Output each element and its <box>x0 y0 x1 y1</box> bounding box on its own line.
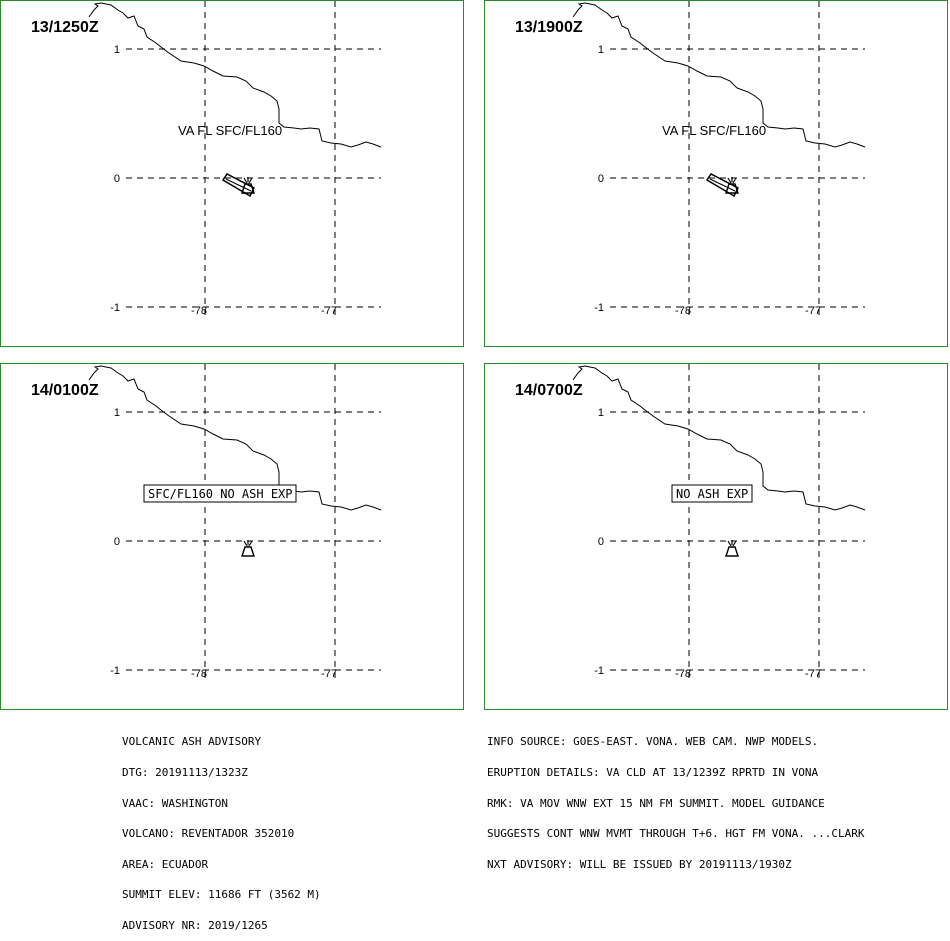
forecast-label-box <box>671 484 753 503</box>
latitude-label: 0 <box>598 173 604 185</box>
longitude-label: -77 <box>321 305 337 317</box>
panel-time-label: 13/1900Z <box>515 19 583 36</box>
map-svg: 1 0 -1 -78 -77 VA FL SFC/FL160 <box>572 1 866 319</box>
ash-cloud-polygon <box>705 173 740 198</box>
latitude-label: 1 <box>114 44 120 56</box>
advisory-line: ADVISORY NR: 2019/1265 <box>122 918 268 932</box>
latitude-label: 1 <box>114 407 120 419</box>
advisory-line: VAAC: WASHINGTON <box>122 796 228 810</box>
coastline <box>572 2 866 148</box>
advisory-line: SUMMIT ELEV: 11686 FT (3562 M) <box>122 888 321 902</box>
latitude-label: -1 <box>594 665 604 677</box>
latitude-label: 0 <box>598 536 604 548</box>
map-svg: 1 0 -1 -78 -77 SFC/FL160 NO ASH EXP <box>88 364 382 682</box>
volcano-icon <box>725 177 739 194</box>
ash-cloud-polygon <box>709 178 736 192</box>
coastline <box>88 365 382 511</box>
longitude-label: -78 <box>675 668 691 680</box>
volcano-icon <box>241 540 255 557</box>
latitude-label: -1 <box>110 665 120 677</box>
advisory-line: ERUPTION DETAILS: VA CLD AT 13/1239Z RPR… <box>487 766 819 779</box>
advisory-line: NXT ADVISORY: WILL BE ISSUED BY 20191113… <box>487 857 792 871</box>
longitude-label: -78 <box>191 305 207 317</box>
forecast-label-box <box>143 484 297 503</box>
latitude-label: 0 <box>114 536 120 548</box>
advisory-line: VOLCANIC ASH ADVISORY <box>122 735 262 749</box>
advisory-line: DTG: 20191113/1323Z <box>122 766 248 779</box>
advisory-line: SUGGESTS CONT WNW MVMT THROUGH T+6. HGT … <box>487 827 865 841</box>
advisory-line: AREA: ECUADOR <box>122 857 209 871</box>
ash-cloud-polygon <box>221 173 256 198</box>
volcano-icon <box>241 177 255 194</box>
advisory-text-left: VOLCANIC ASH ADVISORY DTG: 20191113/1323… <box>122 717 321 941</box>
latitude-label: 0 <box>114 173 120 185</box>
latitude-label: 1 <box>598 407 604 419</box>
panel-time-label: 14/0100Z <box>31 382 99 399</box>
longitude-label: -77 <box>805 305 821 317</box>
advisory-text-right: INFO SOURCE: GOES-EAST. VONA. WEB CAM. N… <box>487 717 865 880</box>
forecast-label: SFC/FL160 NO ASH EXP <box>148 487 293 501</box>
advisory-line: RMK: VA MOV WNW EXT 15 NM FM SUMMIT. MOD… <box>487 796 825 810</box>
coastline <box>88 2 382 148</box>
longitude-label: -78 <box>675 305 691 317</box>
coastline <box>572 365 866 511</box>
map-panel-3: 1 0 -1 -78 -77 SFC/FL160 NO ASH EXP 14/0100Z <box>0 363 464 710</box>
latitude-label: -1 <box>110 302 120 314</box>
map-panel-4: 1 0 -1 -78 -77 NO ASH EXP 14/0700Z <box>484 363 948 710</box>
panel-time-label: 14/0700Z <box>515 382 583 399</box>
map-svg: 1 0 -1 -78 -77 VA FL SFC/FL160 <box>88 1 382 319</box>
advisory-line: VOLCANO: REVENTADOR 352010 <box>122 827 295 841</box>
forecast-label: NO ASH EXP <box>676 487 748 501</box>
latitude-label: -1 <box>594 302 604 314</box>
advisory-line: INFO SOURCE: GOES-EAST. VONA. WEB CAM. N… <box>487 735 819 749</box>
longitude-label: -78 <box>191 668 207 680</box>
map-svg: 1 0 -1 -78 -77 NO ASH EXP <box>572 364 866 682</box>
flight-level-label: VA FL SFC/FL160 <box>662 123 766 138</box>
map-panel-2: 1 0 -1 -78 -77 VA FL SFC/FL160 13/1900Z <box>484 0 948 347</box>
longitude-label: -77 <box>805 668 821 680</box>
latitude-label: 1 <box>598 44 604 56</box>
ash-cloud-polygon <box>225 178 252 192</box>
volcano-icon <box>725 540 739 557</box>
panel-time-label: 13/1250Z <box>31 19 99 36</box>
flight-level-label: VA FL SFC/FL160 <box>178 123 282 138</box>
longitude-label: -77 <box>321 668 337 680</box>
map-panel-1: 1 0 -1 -78 -77 VA FL SFC/FL160 13/1250Z <box>0 0 464 347</box>
